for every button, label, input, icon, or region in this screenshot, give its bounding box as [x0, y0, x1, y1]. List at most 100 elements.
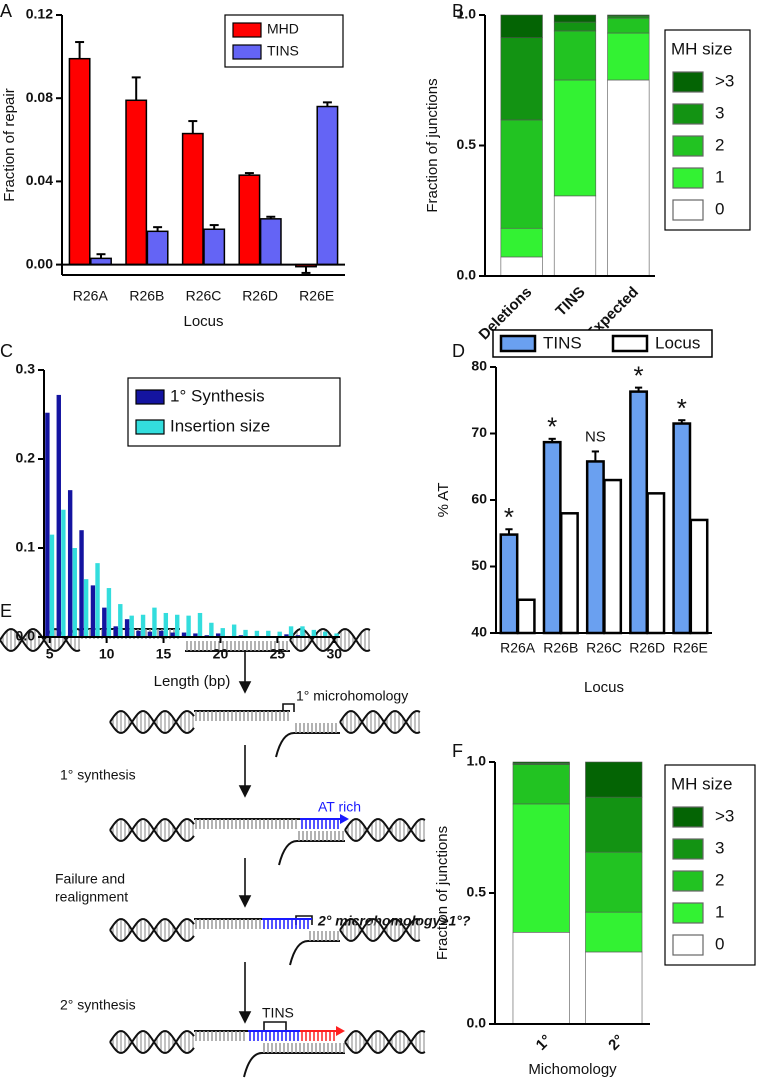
legend-title: MH size: [671, 39, 732, 58]
x-tick-label: R26A: [73, 288, 109, 304]
bar: [68, 57, 91, 266]
helix-strand: [344, 1030, 426, 1054]
bracket: [263, 1021, 287, 1030]
helix-strand: [109, 818, 195, 842]
legend-swatch: [672, 902, 704, 924]
bar: [129, 615, 134, 637]
strand: [243, 1052, 345, 1078]
helix-strand: [109, 710, 195, 734]
x-tick-label: 5: [46, 646, 54, 662]
x-tick-label: 1°: [533, 1032, 555, 1054]
bar: [152, 607, 157, 637]
bar: [499, 533, 519, 635]
bar-segment: [607, 14, 650, 17]
legend-swatch: [672, 199, 704, 221]
label: 1° synthesis: [60, 767, 136, 783]
y-tick-label: 0.0: [16, 628, 36, 644]
bar: [61, 509, 66, 637]
helix-strand: [289, 628, 371, 652]
bar: [585, 460, 605, 635]
y-tick-label: 0.12: [26, 6, 53, 22]
bar: [181, 632, 187, 637]
bar: [140, 614, 146, 637]
bar: [125, 99, 148, 266]
helix-strand: [109, 918, 195, 942]
bar: [163, 612, 169, 637]
x-tick-label: 2°: [605, 1032, 627, 1054]
plot-area: [500, 14, 650, 277]
strand: [278, 840, 345, 866]
panel-letter: B: [452, 1, 464, 21]
label: AT rich: [318, 799, 361, 815]
bar: [284, 634, 289, 637]
plot-area: [512, 761, 643, 1025]
legend-label: TINS: [543, 333, 582, 352]
y-tick-label: 50: [471, 557, 487, 573]
bar: [106, 588, 112, 637]
bar: [197, 612, 203, 637]
x-axis-label: Length (bp): [154, 673, 231, 690]
helix-strand: [109, 710, 195, 734]
bar: [146, 230, 169, 266]
legend-box: [127, 377, 341, 447]
bar: [316, 105, 339, 266]
helix-strand: [109, 918, 195, 942]
bar: [323, 631, 328, 637]
annotation: *: [504, 502, 514, 532]
bar-segment: [607, 32, 650, 81]
bar: [72, 548, 77, 637]
label: TINS: [262, 1005, 294, 1021]
bar: [193, 633, 198, 637]
helix-strand: [0, 628, 81, 652]
y-tick-label: 0.3: [16, 361, 36, 377]
bar: [559, 512, 579, 635]
y-tick-label: 1.0: [457, 6, 477, 22]
y-tick-label: 0.00: [26, 255, 53, 271]
legend-swatch: [672, 135, 704, 157]
y-tick-label: 1.0: [467, 753, 487, 769]
legend-swatch: [672, 934, 704, 956]
panel-letter: E: [0, 601, 12, 621]
bar-segment: [512, 803, 570, 933]
bar-segment: [512, 764, 570, 805]
bar-segment: [500, 37, 543, 121]
bar: [689, 518, 709, 635]
bar: [49, 534, 55, 637]
bar-segment: [500, 14, 543, 39]
y-tick-label: 0.5: [457, 136, 477, 152]
bar: [209, 622, 214, 637]
panel-letter: F: [452, 741, 463, 761]
legend-swatch: [672, 806, 704, 828]
arrows: [238, 652, 313, 1030]
annotation: NS: [585, 428, 606, 445]
bar: [288, 626, 294, 637]
x-tick-label: R26B: [129, 288, 164, 304]
bar-segment: [512, 761, 570, 764]
bar: [220, 628, 225, 637]
legend-label: 3: [715, 838, 724, 857]
x-axis-label: Locus: [183, 313, 223, 330]
bar: [118, 604, 123, 637]
bar: [516, 598, 536, 635]
arrow-head: [340, 814, 349, 824]
y-tick-label: 60: [471, 491, 487, 507]
helix-strand: [0, 628, 81, 652]
y-tick-label: 0.0: [467, 1015, 487, 1031]
x-tick-label: 20: [213, 646, 229, 662]
annotation: *: [547, 412, 557, 442]
label: 1° microhomology: [296, 688, 408, 704]
legend-swatch: [232, 22, 262, 38]
x-tick-label: R26B: [543, 640, 578, 656]
y-tick-label: 0.2: [16, 450, 36, 466]
bar: [300, 626, 305, 637]
helix-strand: [344, 818, 426, 842]
bar: [277, 631, 282, 637]
legend-swatch: [611, 334, 649, 353]
panel-letter: A: [0, 1, 12, 21]
y-tick-label: 0.04: [26, 172, 53, 188]
y-tick-label: 0.0: [457, 267, 477, 283]
legend-swatch: [672, 870, 704, 892]
legend-label: >3: [715, 806, 734, 825]
bar-segment: [553, 21, 597, 32]
